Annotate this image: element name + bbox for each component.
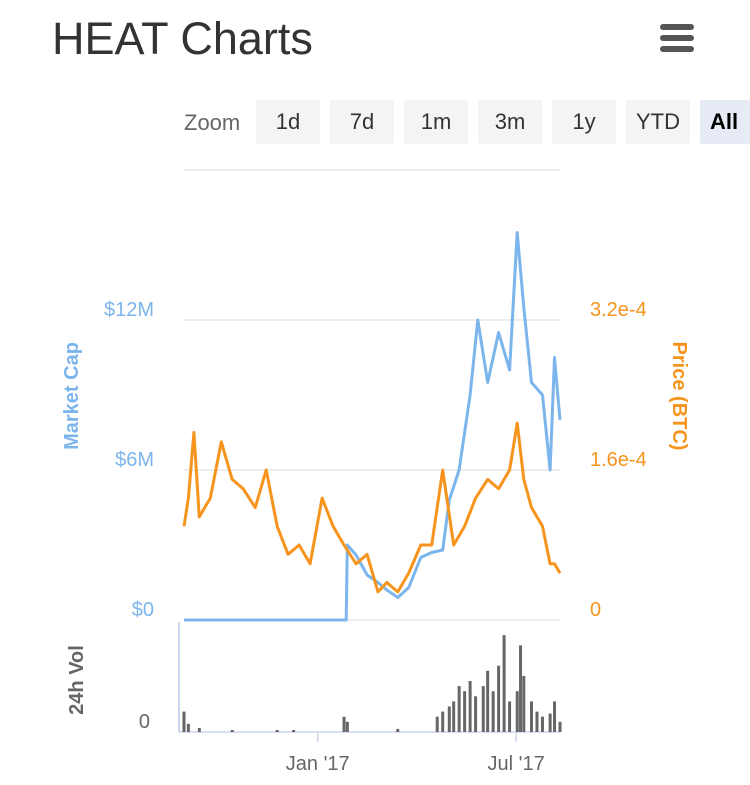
- volume-bar: [558, 721, 562, 732]
- volume-bars: [182, 635, 562, 732]
- volume-bar: [497, 665, 501, 732]
- volume-bar: [292, 729, 296, 732]
- volume-bar: [553, 701, 557, 732]
- volume-bar: [468, 681, 472, 732]
- volume-bar: [447, 706, 451, 732]
- volume-bar: [508, 701, 512, 732]
- volume-bar: [435, 716, 439, 732]
- zoom-1y-button[interactable]: 1y: [552, 100, 616, 144]
- zoom-1d-button[interactable]: 1d: [256, 100, 320, 144]
- zoom-all-button[interactable]: All: [700, 100, 750, 144]
- page-title: HEAT Charts: [52, 13, 313, 64]
- y-axis-left-tick-1: $6M: [115, 449, 154, 471]
- volume-bar: [342, 716, 346, 732]
- volume-bar: [481, 686, 485, 732]
- volume-bar: [197, 727, 201, 732]
- y-axis-right-title: Price (BTC): [668, 342, 690, 451]
- y-axis-left-tick-2: $12M: [104, 299, 154, 321]
- y-axis-left-title: Market Cap: [61, 342, 83, 450]
- volume-bar: [529, 701, 533, 732]
- x-axis-tick-1: Jul '17: [488, 753, 545, 775]
- volume-bar: [522, 675, 526, 732]
- volume-bar: [535, 711, 539, 732]
- volume-bar: [452, 701, 456, 732]
- volume-bar: [540, 716, 544, 732]
- price-line: [182, 421, 562, 594]
- volume-bar: [463, 691, 467, 732]
- series-lines: [182, 231, 562, 622]
- volume-bar: [548, 713, 552, 732]
- volume-axis-title: 24h Vol: [66, 645, 88, 715]
- volume-bar: [441, 711, 445, 732]
- volume-bar: [491, 691, 495, 732]
- volume-bar: [457, 686, 461, 732]
- volume-bar: [182, 711, 186, 732]
- volume-bar: [474, 696, 478, 732]
- y-axis-left-tick-0: $0: [132, 599, 154, 621]
- volume-bar: [502, 635, 506, 732]
- volume-bar: [345, 721, 349, 732]
- x-axis-tick-0: Jan '17: [286, 753, 350, 775]
- market-cap-line: [184, 231, 562, 622]
- volume-bar: [486, 670, 490, 732]
- volume-bar: [230, 729, 234, 732]
- y-axis-right-tick-0: 0: [590, 599, 601, 621]
- y-axis-right-tick-2: 3.2e-4: [590, 299, 647, 321]
- volume-bar: [275, 729, 279, 732]
- volume-bar: [519, 645, 523, 732]
- volume-bar: [186, 723, 190, 732]
- chart-grid: [178, 169, 560, 742]
- volume-bar: [396, 728, 400, 732]
- zoom-3m-button[interactable]: 3m: [478, 100, 542, 144]
- volume-bar: [515, 691, 519, 732]
- zoom-7d-button[interactable]: 7d: [330, 100, 394, 144]
- zoom-ytd-button[interactable]: YTD: [626, 100, 690, 144]
- y-axis-right-tick-1: 1.6e-4: [590, 449, 647, 471]
- zoom-label: Zoom: [184, 110, 241, 135]
- volume-axis-tick-0: 0: [139, 711, 150, 733]
- zoom-1m-button[interactable]: 1m: [404, 100, 468, 144]
- hamburger-menu-icon[interactable]: [660, 24, 696, 54]
